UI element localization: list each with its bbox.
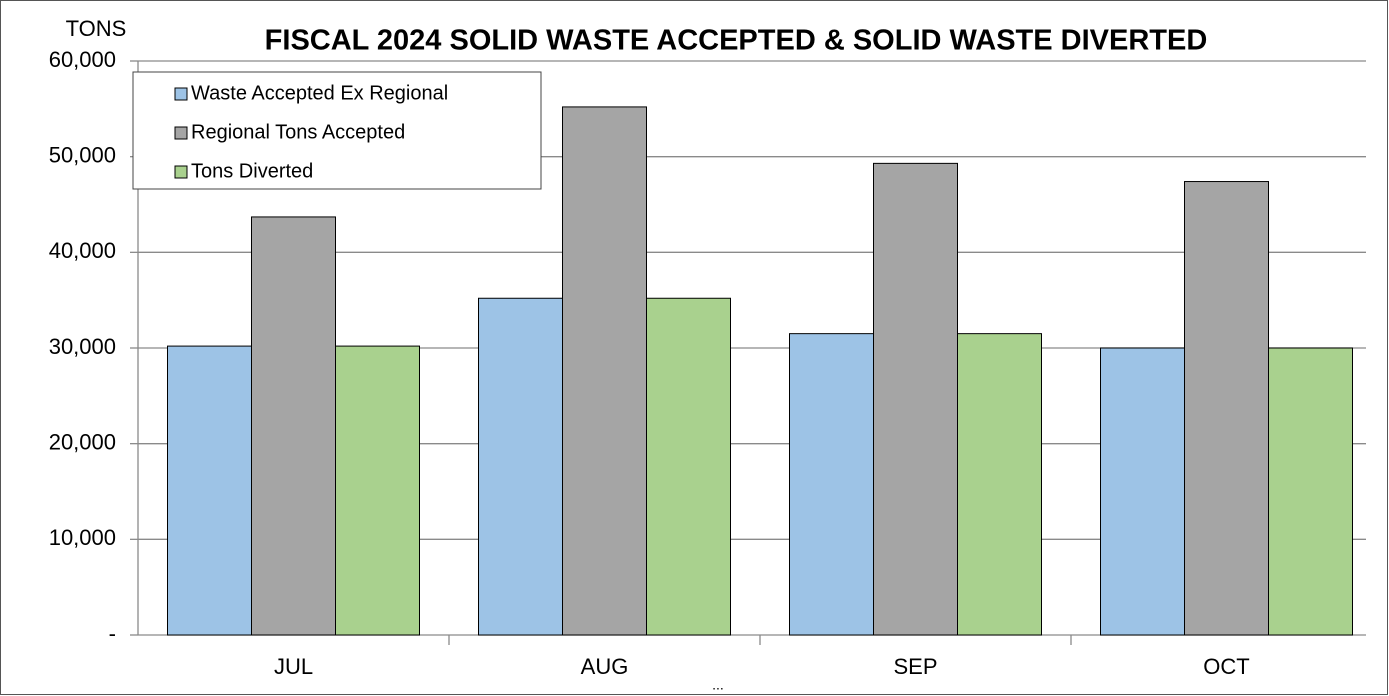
- legend-box: [132, 71, 542, 190]
- bar: [167, 345, 252, 636]
- bar: [478, 297, 563, 636]
- y-tick-label: 10,000: [49, 525, 116, 550]
- legend-swatch: [174, 126, 188, 140]
- legend: Waste Accepted Ex Regional Regional Tons …: [132, 71, 542, 190]
- y-tick-label: 50,000: [49, 142, 116, 167]
- chart-title: FISCAL 2024 SOLID WASTE ACCEPTED & SOLID…: [265, 25, 1208, 57]
- bar: [1100, 347, 1185, 636]
- bar: [335, 345, 420, 636]
- bar: [1184, 181, 1269, 636]
- x-tick-label: AUG: [581, 654, 629, 679]
- bar: [562, 106, 647, 636]
- bar: [251, 216, 336, 636]
- annotation: ...: [712, 677, 724, 693]
- legend-swatch: [174, 87, 188, 101]
- y-tick-label: 40,000: [49, 238, 116, 263]
- bar: [1268, 347, 1353, 636]
- y-tick-label: 20,000: [49, 429, 116, 454]
- legend-label: Regional Tons Accepted: [191, 121, 405, 143]
- bar: [957, 333, 1042, 636]
- y-tick-label: 30,000: [49, 334, 116, 359]
- legend-label: Tons Diverted: [191, 160, 313, 182]
- bar: [873, 162, 958, 636]
- bar: [789, 333, 874, 636]
- legend-label: Waste Accepted Ex Regional: [191, 82, 448, 104]
- x-tick-label: JUL: [274, 654, 313, 679]
- y-axis-label: TONS: [66, 16, 127, 41]
- x-tick-label: OCT: [1203, 654, 1249, 679]
- y-tick-label: 60,000: [49, 47, 116, 72]
- legend-swatch: [174, 165, 188, 179]
- y-tick-label: -: [109, 621, 116, 646]
- x-tick-label: SEP: [893, 654, 937, 679]
- bar: [646, 297, 731, 636]
